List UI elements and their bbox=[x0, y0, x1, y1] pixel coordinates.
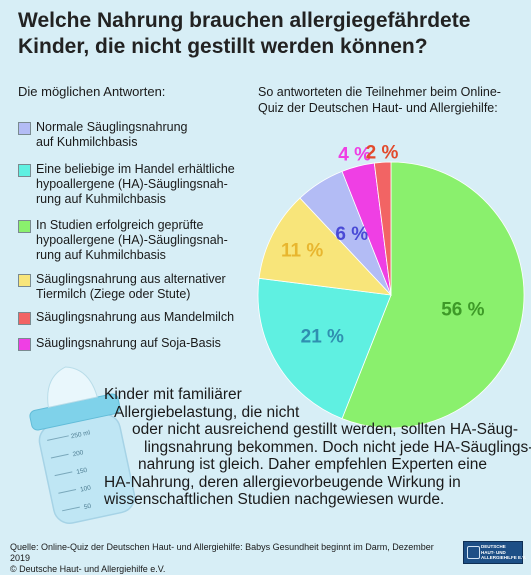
body-line: HA-Nahrung, deren allergievorbeugende Wi… bbox=[104, 473, 461, 491]
legend-label: Säuglingsnahrung auf Soja-Basis bbox=[36, 336, 258, 351]
source-line: Quelle: Online-Quiz der Deutschen Haut- … bbox=[10, 542, 434, 563]
body-line: Kinder mit familiärer bbox=[104, 386, 242, 403]
page-title: Welche Nahrung brauchen allergiegefährde… bbox=[18, 9, 471, 58]
logo-line: ALLERGIEHILFE E.V. bbox=[481, 555, 527, 560]
legend-swatch bbox=[18, 274, 31, 287]
legend-label: In Studien erfolgreich geprüfte hypoalle… bbox=[36, 218, 258, 263]
body-line: nahrung ist gleich. Daher empfehlen Expe… bbox=[138, 456, 487, 473]
label-cow-milk: 6 % bbox=[335, 224, 368, 245]
legend-swatch bbox=[18, 122, 31, 135]
legend-line: rung auf Kuhmilchbasis bbox=[36, 248, 166, 262]
chart-intro: So antworteten die Teilnehmer beim Onlin… bbox=[258, 85, 501, 115]
legend-line: In Studien erfolgreich geprüfte bbox=[36, 218, 204, 232]
organization-logo: DEUTSCHE HAUT- UND ALLERGIEHILFE E.V. bbox=[463, 541, 527, 564]
legend-line: hypoallergene (HA)-Säuglingsnah- bbox=[36, 177, 228, 191]
source-note: Quelle: Online-Quiz der Deutschen Haut- … bbox=[10, 542, 450, 575]
logo-text: DEUTSCHE HAUT- UND ALLERGIEHILFE E.V. bbox=[481, 544, 527, 561]
legend-line: auf Kuhmilchbasis bbox=[36, 135, 138, 149]
slice-animal-milk bbox=[258, 197, 393, 296]
legend-line: Tiermilch (Ziege oder Stute) bbox=[36, 287, 191, 301]
label-almond-milk: 2 % bbox=[366, 143, 399, 164]
label-animal-milk: 11 % bbox=[281, 241, 323, 262]
legend-line: rung auf Kuhmilchbasis bbox=[36, 192, 166, 206]
label-any-ha: 21 % bbox=[301, 327, 344, 348]
label-tested-ha: 56 % bbox=[441, 300, 484, 321]
legend-label: Säuglingsnahrung aus alternativer Tiermi… bbox=[36, 272, 258, 302]
explanation-text: Kinder mit familiärer Allergiebelastung,… bbox=[104, 386, 531, 509]
body-line: lingsnahrung bekommen. Doch nicht jede H… bbox=[144, 438, 531, 456]
label-soy: 4 % bbox=[338, 144, 371, 165]
logo-mark-icon bbox=[467, 546, 480, 559]
legend-label: Säuglingsnahrung aus Mandelmilch bbox=[36, 310, 258, 325]
legend-label: Eine beliebige im Handel erhältliche hyp… bbox=[36, 162, 258, 207]
legend-swatch bbox=[18, 220, 31, 233]
legend-line: Säuglingsnahrung aus Mandelmilch bbox=[36, 310, 235, 324]
legend-line: hypoallergene (HA)-Säuglingsnah- bbox=[36, 233, 228, 247]
legend-line: Säuglingsnahrung aus alternativer bbox=[36, 272, 226, 286]
legend-line: Säuglingsnahrung auf Soja-Basis bbox=[36, 336, 221, 350]
body-line: oder nicht ausreichend gestillt werden, … bbox=[132, 421, 518, 438]
legend-line: Normale Säuglingsnahrung bbox=[36, 120, 188, 134]
legend-swatch bbox=[18, 338, 31, 351]
legend-heading: Die möglichen Antworten: bbox=[18, 84, 166, 99]
legend-swatch bbox=[18, 312, 31, 325]
legend-label: Normale Säuglingsnahrung auf Kuhmilchbas… bbox=[36, 120, 258, 150]
body-line: wissenschaftlichen Studien nachgewiesen … bbox=[104, 491, 445, 508]
slice-almond-milk bbox=[373, 161, 392, 296]
legend-line: Eine beliebige im Handel erhältliche bbox=[36, 162, 235, 176]
slice-tested-ha bbox=[341, 161, 525, 429]
logo-line: HAUT- UND bbox=[481, 549, 506, 555]
legend-swatch bbox=[18, 164, 31, 177]
body-line: Allergiebelastung, die nicht bbox=[114, 403, 300, 421]
slice-any-ha bbox=[257, 277, 392, 420]
logo-line: DEUTSCHE bbox=[481, 544, 506, 549]
